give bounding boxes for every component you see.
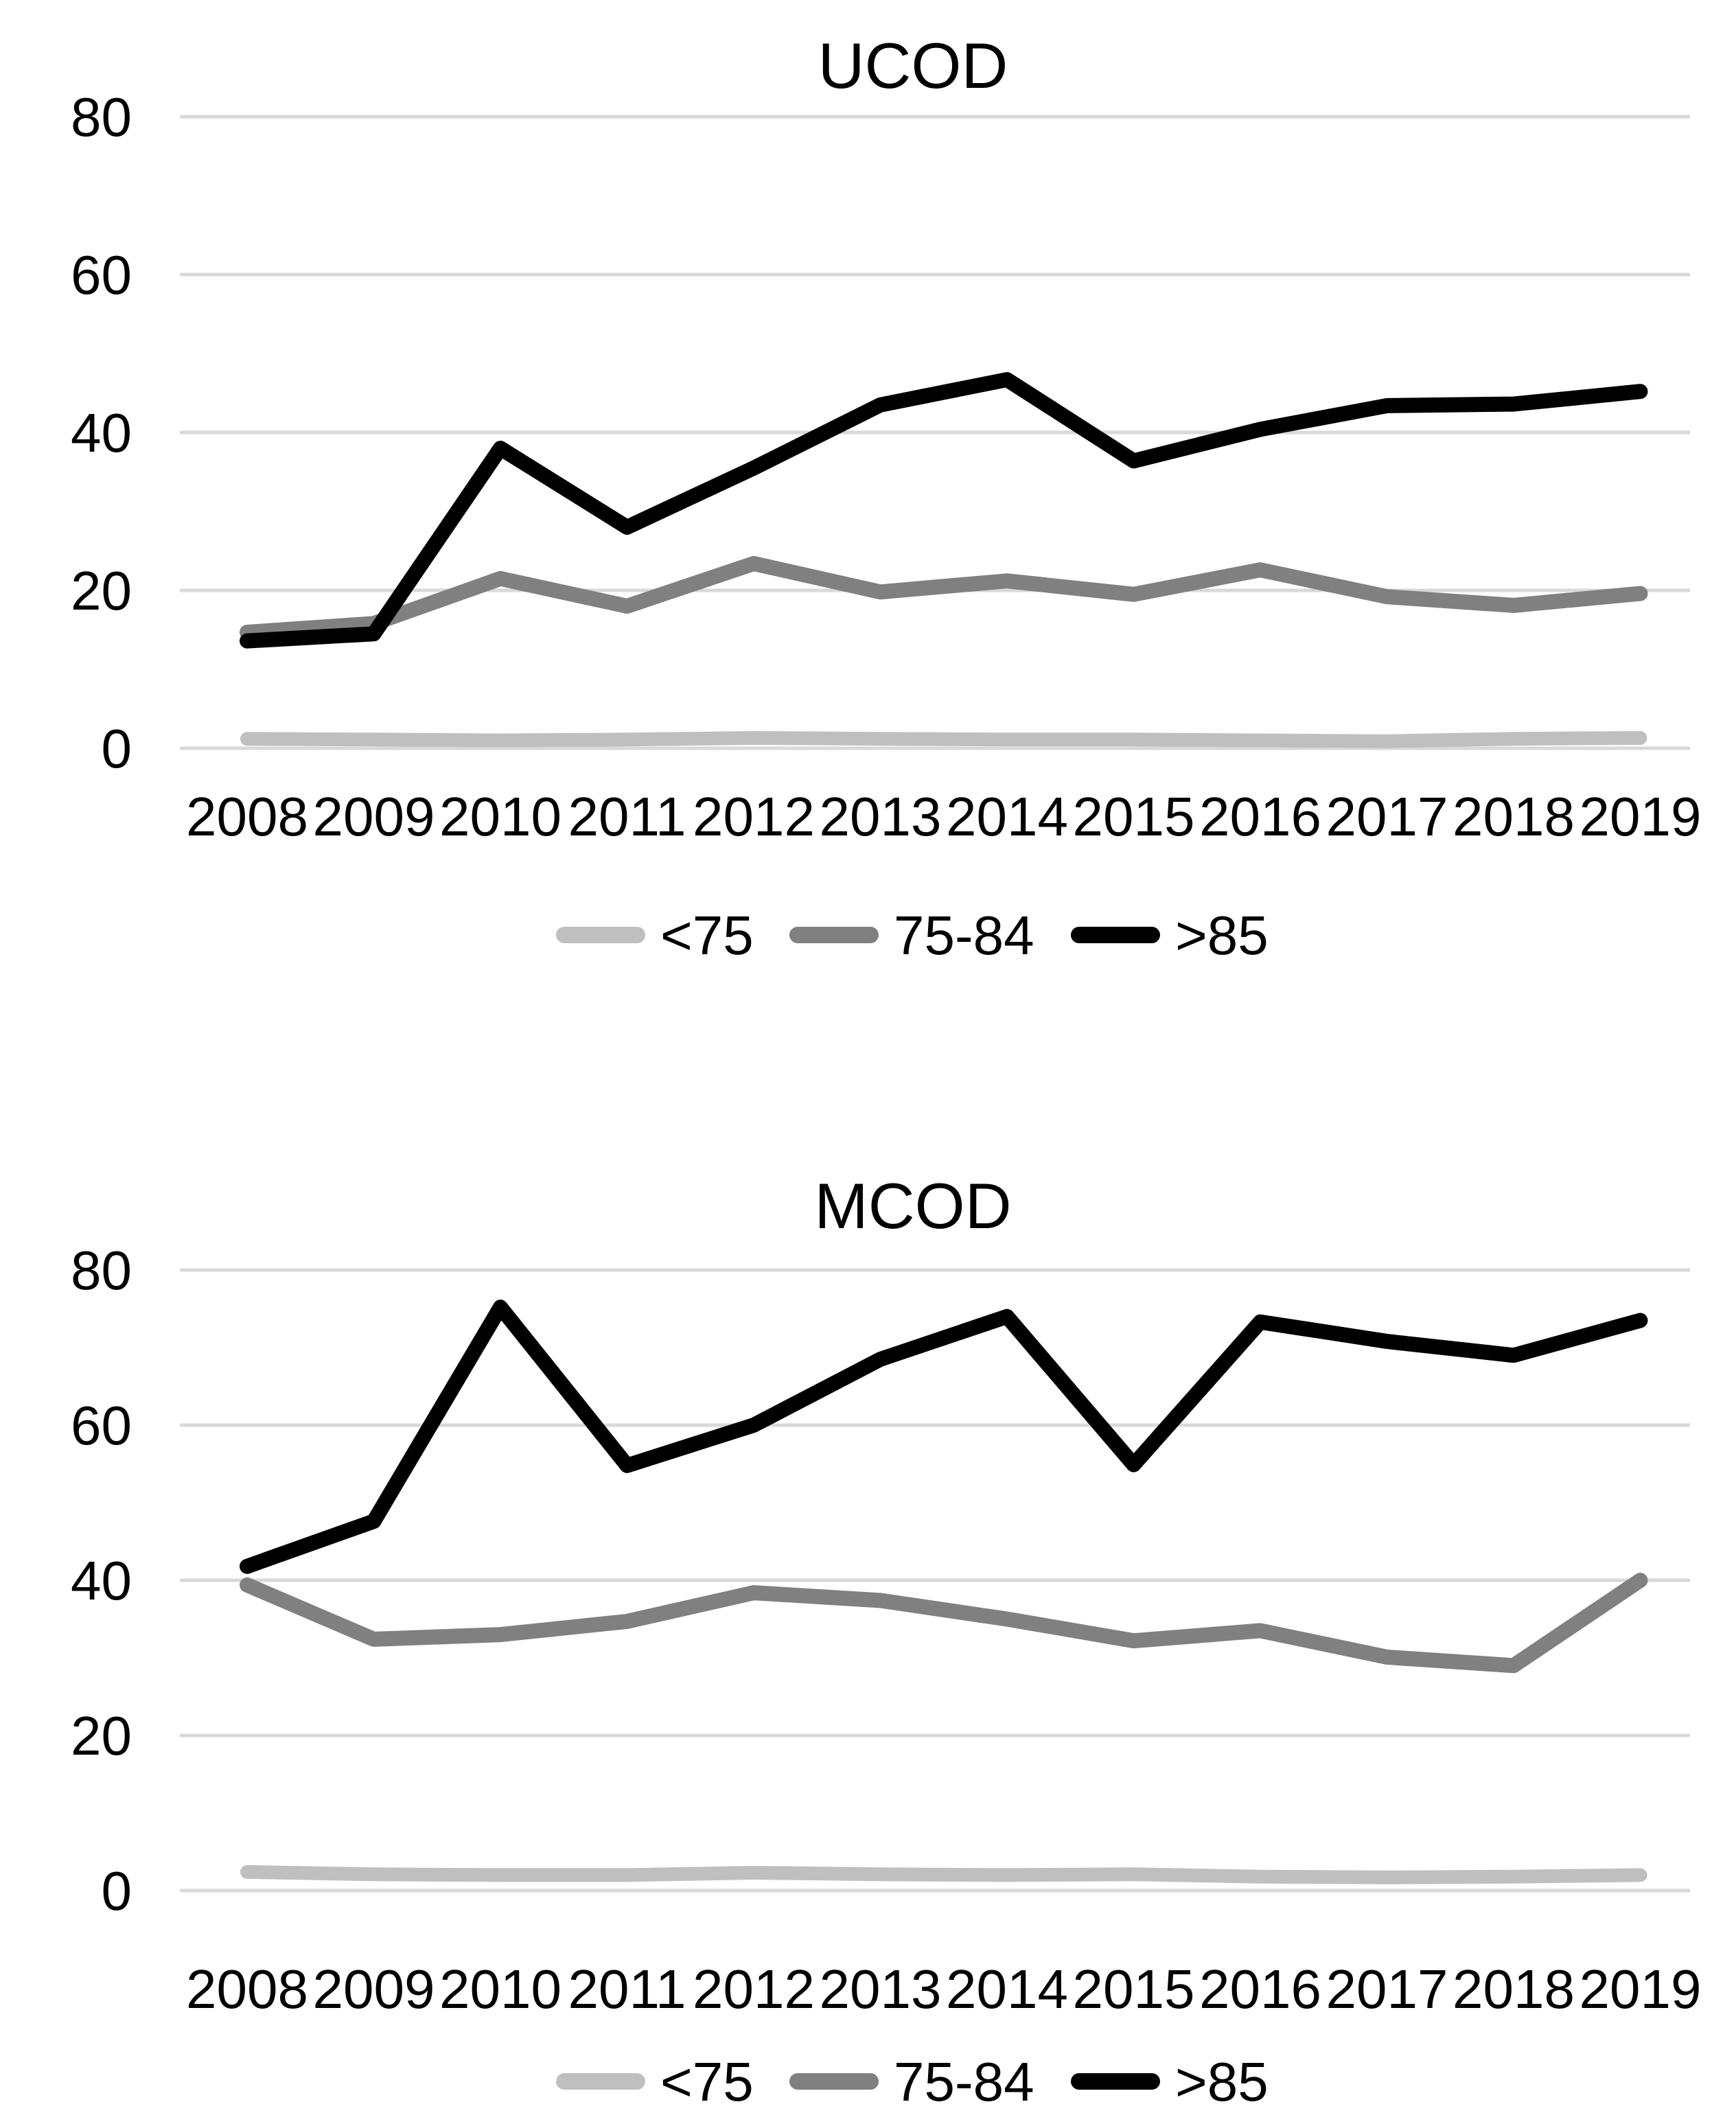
series-line-75-84: [240, 1573, 1648, 1674]
legend-mcod: <75 75-84 >85: [556, 2051, 1269, 2112]
x-axis-tick-label: 2014: [946, 786, 1068, 847]
y-axis-tick-label: 0: [102, 718, 132, 779]
x-axis-tick-label: 2018: [1453, 1959, 1575, 2020]
legend-swatch-75-84: [789, 2073, 879, 2090]
x-axis-tick-label: 2012: [693, 1959, 815, 2020]
x-axis-tick-label: 2018: [1453, 786, 1575, 847]
x-axis-tick-label: 2019: [1579, 1959, 1702, 2020]
y-axis-tick-label: 40: [71, 402, 132, 463]
series-line->85: [240, 372, 1648, 649]
x-axis-tick-label: 2010: [439, 786, 562, 847]
x-axis-tick-label: 2013: [820, 786, 942, 847]
x-axis-tick-label: 2015: [1073, 1959, 1195, 2020]
legend-swatch-75-84: [789, 927, 879, 943]
legend-label-75-84: 75-84: [894, 905, 1034, 966]
y-axis-tick-label: 60: [71, 1395, 132, 1456]
x-axis-tick-label: 2019: [1579, 786, 1702, 847]
series-line-75-84: [240, 555, 1648, 640]
legend-label->85: >85: [1175, 2051, 1269, 2112]
x-axis-tick-label: 2008: [186, 1959, 308, 2020]
x-axis-tick-label: 2008: [186, 786, 308, 847]
series-line-<75: [240, 1864, 1647, 1884]
series-line->85: [240, 1300, 1648, 1574]
legend-label->85: >85: [1175, 905, 1269, 966]
y-axis-tick-label: 60: [71, 244, 132, 305]
chart-title-ucod: UCOD: [818, 30, 1008, 102]
y-axis-tick-label: 20: [71, 1705, 132, 1766]
x-axis-tick-label: 2016: [1199, 786, 1321, 847]
x-axis-tick-label: 2009: [313, 1959, 435, 2020]
y-axis-tick-label: 80: [71, 86, 132, 148]
legend-label-<75: <75: [660, 905, 754, 966]
y-axis-tick-label: 40: [71, 1550, 132, 1611]
x-axis-tick-label: 2012: [693, 786, 815, 847]
x-axis-tick-label: 2017: [1326, 1959, 1448, 2020]
legend-label-75-84: 75-84: [894, 2051, 1034, 2112]
legend-swatch-<75: [556, 927, 645, 943]
x-axis-tick-label: 2010: [439, 1959, 562, 2020]
legend-swatch->85: [1071, 927, 1160, 943]
x-axis-tick-label: 2015: [1073, 786, 1195, 847]
legend-ucod: <75 75-84 >85: [556, 905, 1269, 966]
x-axis-tick-label: 2014: [946, 1959, 1068, 2020]
series-line-<75: [240, 731, 1647, 748]
x-axis-tick-label: 2013: [820, 1959, 942, 2020]
x-axis-tick-label: 2011: [568, 786, 686, 847]
x-axis-tick-label: 2017: [1326, 786, 1448, 847]
legend-swatch-<75: [556, 2073, 645, 2090]
legend-swatch->85: [1071, 2073, 1160, 2090]
chart-title-mcod: MCOD: [814, 1170, 1011, 1242]
x-axis-tick-label: 2009: [313, 786, 435, 847]
y-axis-tick-label: 80: [71, 1240, 132, 1301]
x-axis-tick-label: 2016: [1199, 1959, 1321, 2020]
y-axis-tick-label: 20: [71, 560, 132, 621]
y-axis-tick-label: 0: [102, 1860, 132, 1921]
x-axis-tick-label: 2011: [568, 1959, 686, 2020]
legend-label-<75: <75: [660, 2051, 754, 2112]
